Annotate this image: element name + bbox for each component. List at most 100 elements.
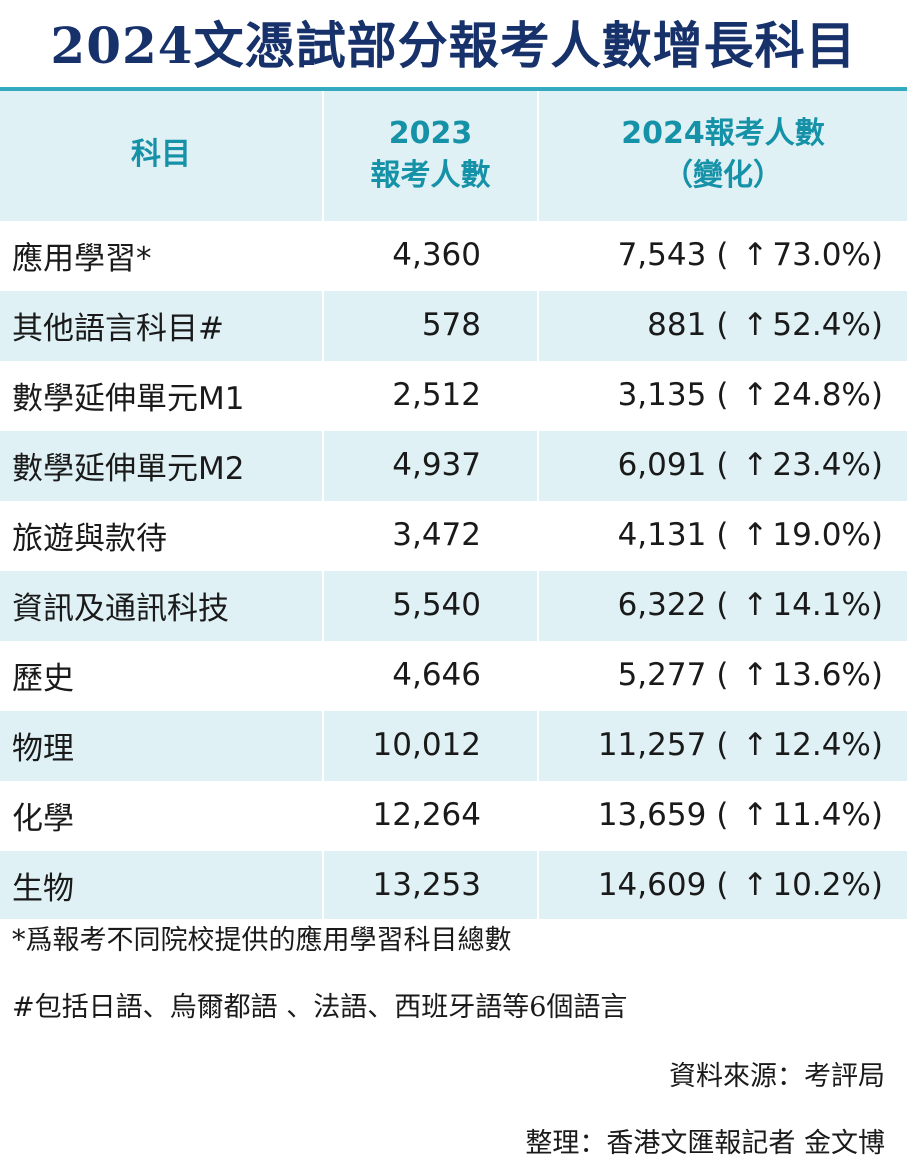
- cell-2024-count: 5,277: [617, 657, 707, 693]
- cell-2023-count: 4,360: [323, 219, 539, 290]
- up-arrow-icon: ↑: [742, 587, 769, 623]
- paren-open: (: [716, 447, 729, 483]
- header-subject: 科目: [0, 91, 324, 220]
- cell-2024-count: 11,257: [597, 727, 707, 763]
- paren-close: ): [870, 447, 883, 483]
- table-row: 應用學習* 4,360 7,543( ↑ 73.0%): [0, 219, 907, 290]
- cell-2024-count: 6,091: [617, 447, 707, 483]
- title-divider: [0, 87, 907, 91]
- paren-open: (: [716, 237, 729, 273]
- cell-2023-count: 4,646: [323, 639, 539, 710]
- paren-open: (: [716, 587, 729, 623]
- cell-2024: 881(↑ 52.4%): [538, 289, 907, 360]
- table-row: 生物 13,253 14,609( ↑ 10.2%): [0, 849, 907, 919]
- up-arrow-icon: ↑: [742, 307, 769, 343]
- cell-2024-count: 13,659: [597, 797, 707, 833]
- up-arrow-icon: ↑: [742, 867, 769, 903]
- cell-2023-count: 578: [323, 289, 539, 360]
- up-arrow-icon: ↑: [742, 447, 769, 483]
- paren-close: ): [870, 587, 883, 623]
- cell-2024-change: 11.4%: [772, 797, 871, 833]
- cell-2024-change: 13.6%: [772, 657, 871, 693]
- up-arrow-icon: ↑: [742, 377, 769, 413]
- cell-2024-change: 73.0%: [772, 237, 871, 273]
- cell-2024-count: 14,609: [597, 867, 707, 903]
- source-text: 資料來源：考評局: [669, 1061, 885, 1092]
- cell-2024: 14,609( ↑ 10.2%): [538, 849, 907, 919]
- header-2024-change: （變化）: [663, 158, 783, 193]
- cell-2024-count: 3,135: [617, 377, 707, 413]
- table-row: 其他語言科目# 578 881(↑ 52.4%): [0, 289, 907, 360]
- cell-subject: 生物: [0, 849, 324, 919]
- cell-2024-change: 23.4%: [772, 447, 871, 483]
- cell-subject: 物理: [0, 709, 324, 780]
- cell-2023-count: 2,512: [323, 359, 539, 430]
- cell-subject: 數學延伸單元M1: [0, 359, 324, 430]
- up-arrow-icon: ↑: [742, 797, 769, 833]
- cell-subject: 其他語言科目#: [0, 289, 324, 360]
- paren-close: ): [870, 797, 883, 833]
- paren-open: (: [716, 867, 729, 903]
- credit-text: 整理：香港文匯報記者 金文博: [525, 1128, 885, 1159]
- up-arrow-icon: ↑: [742, 727, 769, 763]
- cell-2024: 6,091( ↑ 23.4%): [538, 429, 907, 500]
- cell-2024-change: 52.4%: [772, 307, 871, 343]
- cell-2023-count: 5,540: [323, 569, 539, 640]
- footnote-applied-learning: *爲報考不同院校提供的應用學習科目總數: [12, 925, 512, 956]
- paren-close: ): [870, 657, 883, 693]
- table-row: 數學延伸單元M2 4,937 6,091( ↑ 23.4%): [0, 429, 907, 500]
- cell-2024: 3,135( ↑ 24.8%): [538, 359, 907, 430]
- cell-2023-count: 13,253: [323, 849, 539, 919]
- cell-2024-change: 19.0%: [772, 517, 871, 553]
- paren-open: (: [716, 377, 729, 413]
- cell-2024-change: 12.4%: [772, 727, 871, 763]
- cell-2024-count: 4,131: [617, 517, 707, 553]
- paren-open: (: [716, 797, 729, 833]
- header-2024: 2024報考人數 （變化）: [538, 91, 907, 220]
- paren-close: ): [870, 727, 883, 763]
- cell-subject: 資訊及通訊科技: [0, 569, 324, 640]
- up-arrow-icon: ↑: [742, 517, 769, 553]
- footnote-other-languages: #包括日語、烏爾都語 、法語、西班牙語等6個語言: [12, 992, 628, 1023]
- cell-2024: 4,131( ↑ 19.0%): [538, 499, 907, 570]
- cell-subject: 旅遊與款待: [0, 499, 324, 570]
- cell-2024-change: 14.1%: [772, 587, 871, 623]
- paren-close: ): [870, 307, 883, 343]
- cell-2023-count: 4,937: [323, 429, 539, 500]
- cell-2024: 6,322( ↑ 14.1%): [538, 569, 907, 640]
- up-arrow-icon: ↑: [742, 237, 769, 273]
- cell-subject: 歷史: [0, 639, 324, 710]
- table-header-row: 科目 2023 報考人數 2024報考人數 （變化）: [0, 91, 907, 220]
- paren-close: ): [870, 517, 883, 553]
- table-row: 數學延伸單元M1 2,512 3,135( ↑ 24.8%): [0, 359, 907, 430]
- table-row: 旅遊與款待 3,472 4,131( ↑ 19.0%): [0, 499, 907, 570]
- table-row: 歷史 4,646 5,277(↑ 13.6%): [0, 639, 907, 710]
- cell-2024-change: 24.8%: [772, 377, 871, 413]
- cell-2023-count: 12,264: [323, 779, 539, 850]
- cell-2024-change: 10.2%: [772, 867, 871, 903]
- cell-subject: 數學延伸單元M2: [0, 429, 324, 500]
- table-row: 資訊及通訊科技 5,540 6,322( ↑ 14.1%): [0, 569, 907, 640]
- paren-close: ): [870, 237, 883, 273]
- cell-2024: 13,659( ↑ 11.4%): [538, 779, 907, 850]
- table-row: 物理 10,012 11,257(↑ 12.4%): [0, 709, 907, 780]
- cell-2024: 5,277(↑ 13.6%): [538, 639, 907, 710]
- cell-2024-count: 7,543: [617, 237, 707, 273]
- paren-open: (: [716, 517, 729, 553]
- header-2023-label: 報考人數: [370, 158, 491, 193]
- up-arrow-icon: ↑: [742, 657, 769, 693]
- cell-2023-count: 3,472: [323, 499, 539, 570]
- cell-2024: 11,257(↑ 12.4%): [538, 709, 907, 780]
- cell-subject: 應用學習*: [0, 219, 324, 290]
- header-subject-label: 科目: [131, 137, 191, 172]
- table-body: 應用學習* 4,360 7,543(↑ 73.0%) 其他語言科目# 578 881(↑ 52…: [0, 219, 907, 919]
- paren-close: ): [870, 867, 883, 903]
- paren-close: ): [870, 377, 883, 413]
- cell-2024: 7,543( ↑ 73.0%): [538, 219, 907, 290]
- page-title: 2024文憑試部分報考人數增長科目: [50, 16, 857, 75]
- paren-open: (: [716, 307, 729, 343]
- cell-2024-count: 6,322: [617, 587, 707, 623]
- header-2023: 2023 報考人數: [323, 91, 539, 220]
- data-table: 科目 2023 報考人數 2024報考人數 （變化） 應用學習* 4,360 7,5…: [0, 91, 907, 919]
- cell-2023-count: 10,012: [323, 709, 539, 780]
